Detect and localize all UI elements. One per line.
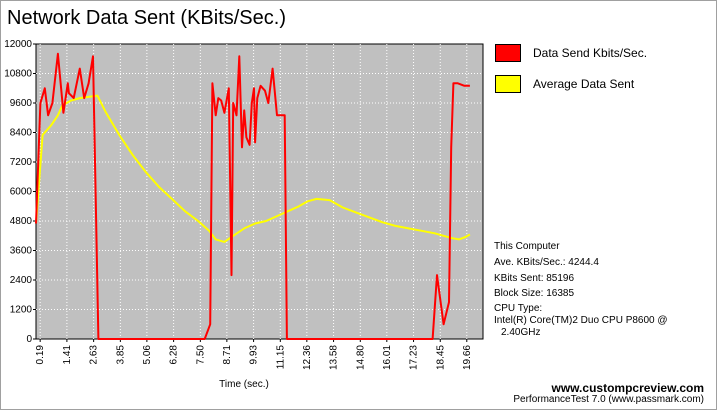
x-axis: 0.19 1.41 2.63 3.85 5.06 6.28 7.50 8.71 9.93 11.1… [35,339,473,370]
x-tick-label: 8.71 [222,345,233,365]
info-computer: This Computer [494,241,560,252]
footer-url: www.custompcreview.com [551,381,705,395]
x-tick-label: 12.36 [302,345,313,370]
y-axis: 0 1200 2400 3600 4800 6000 7200 8400 9600 10800 12… [4,39,36,345]
y-tick-label: 6000 [10,187,33,198]
x-tick-label: 11.15 [275,345,286,370]
x-axis-label: Time (sec.) [219,379,269,390]
x-tick-label: 17.23 [409,345,420,370]
legend-label: Data Send Kbits/Sec. [533,46,648,60]
x-tick-label: 16.01 [382,345,393,370]
x-tick-label: 19.66 [462,345,473,370]
info-cpu-type: CPU Type: [494,303,543,314]
series-line-data-send [35,52,470,340]
y-tick-label: 2400 [10,275,33,286]
y-tick-label: 1200 [10,305,33,316]
y-tick-label: 7200 [10,157,33,168]
x-tick-label: 3.85 [115,345,126,365]
x-tick-label: 5.06 [142,345,153,365]
x-tick-label: 6.28 [169,345,180,365]
y-tick-label: 4800 [10,216,33,227]
chart-title: Network Data Sent (KBits/Sec.) [7,7,286,29]
info-block-size: Block Size: 16385 [494,288,575,299]
x-tick-label: 7.50 [195,345,206,365]
y-tick-label: 3600 [10,246,33,257]
x-tick-label: 9.93 [249,345,260,365]
y-tick-label: 9600 [10,98,33,109]
info-ave-kbits: Ave. KBits/Sec.: 4244.4 [494,257,599,268]
info-cpu-line1: Intel(R) Core(TM)2 Duo CPU P8600 @ [494,315,668,326]
y-tick-label: 0 [26,334,32,345]
y-tick-label: 10800 [4,69,32,80]
x-tick-label: 0.19 [35,345,46,365]
legend-swatch-yellow [495,75,521,93]
footer-version: PerformanceTest 7.0 (www.passmark.com) [513,394,704,405]
x-tick-label: 1.41 [62,345,73,365]
legend-swatch-red [495,44,521,62]
x-tick-label: 13.58 [329,345,340,370]
grid-lines [36,44,483,339]
series-line-average [35,94,471,243]
y-tick-label: 8400 [10,128,33,139]
x-tick-label: 2.63 [89,345,100,365]
series-group [35,52,471,340]
x-tick-label: 18.45 [435,345,446,370]
info-kbits-sent: KBits Sent: 85196 [494,273,575,284]
legend-label: Average Data Sent [533,77,635,91]
info-cpu-line2: 2.40GHz [501,327,541,338]
x-tick-label: 14.80 [355,345,366,370]
y-tick-label: 12000 [4,39,32,50]
